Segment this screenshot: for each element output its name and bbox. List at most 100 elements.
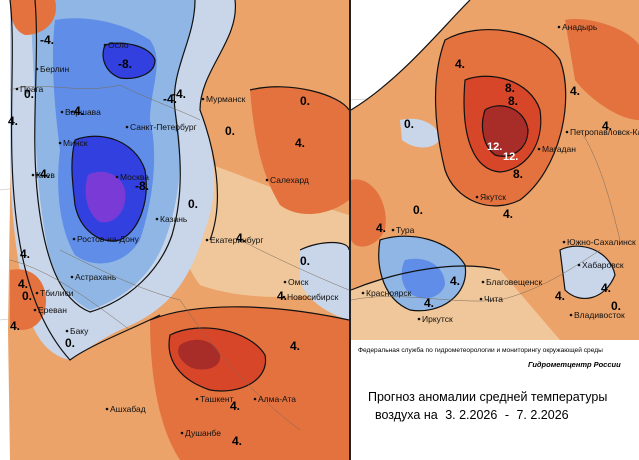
city-label: Якутск bbox=[480, 192, 506, 202]
isoline-label: 8. bbox=[508, 94, 518, 108]
city-label: Новосибирск bbox=[287, 292, 339, 302]
isoline-label: 4. bbox=[455, 57, 465, 71]
city-dot bbox=[537, 147, 541, 151]
city-label: Тбилиси bbox=[40, 288, 74, 298]
isoline-label: 0. bbox=[300, 254, 310, 268]
city-label: Мурманск bbox=[206, 94, 246, 104]
isoline-label: 8. bbox=[513, 167, 523, 181]
city-label: Тура bbox=[396, 225, 415, 235]
city-label: Баку bbox=[70, 326, 89, 336]
isoline-label: 4. bbox=[570, 84, 580, 98]
city-dot bbox=[33, 308, 37, 312]
city-dot bbox=[253, 397, 257, 401]
isoline-label: 4. bbox=[602, 119, 612, 133]
city-dot bbox=[475, 195, 479, 199]
isoline-label: 0. bbox=[65, 336, 75, 350]
city-label: Хабаровск bbox=[582, 260, 624, 270]
city-label: Ташкент bbox=[200, 394, 234, 404]
city-dot bbox=[265, 178, 269, 182]
isoline-label: -4. bbox=[40, 33, 54, 47]
city-dot bbox=[569, 313, 573, 317]
isoline-label: 8. bbox=[505, 81, 515, 95]
center-name: Гидрометцентр России bbox=[528, 360, 621, 369]
isoline-label: 4. bbox=[232, 434, 242, 448]
isoline-label: 4. bbox=[290, 339, 300, 353]
isoline-label: 0. bbox=[300, 94, 310, 108]
city-label: Варшава bbox=[65, 107, 101, 117]
city-label: Казань bbox=[160, 214, 188, 224]
title-prefix: воздуха на bbox=[375, 408, 438, 422]
city-dot bbox=[58, 141, 62, 145]
city-dot bbox=[481, 280, 485, 284]
east-borders bbox=[350, 129, 621, 302]
city-label: Благовещенск bbox=[486, 277, 543, 287]
isoline-label: 4. bbox=[601, 281, 611, 295]
isoline-label: -8. bbox=[135, 179, 149, 193]
west-warm-core bbox=[178, 339, 221, 370]
east-warm-core bbox=[482, 105, 528, 157]
city-label: Чита bbox=[484, 294, 503, 304]
isoline-label: 12. bbox=[487, 141, 502, 153]
city-dot bbox=[35, 67, 39, 71]
city-dot bbox=[205, 238, 209, 242]
city-label: Минск bbox=[63, 138, 88, 148]
city-dot bbox=[417, 317, 421, 321]
city-dot bbox=[201, 97, 205, 101]
city-label: Прага bbox=[20, 84, 43, 94]
city-dot bbox=[103, 43, 107, 47]
isoline-label: 0. bbox=[24, 87, 34, 101]
city-dot bbox=[361, 291, 365, 295]
isoline-label: -8. bbox=[118, 57, 132, 71]
isoline-label: 0. bbox=[22, 289, 32, 303]
east-panel bbox=[350, 0, 639, 460]
west-pale-cold-east bbox=[300, 242, 349, 320]
city-dot bbox=[565, 130, 569, 134]
city-label: Владивосток bbox=[574, 310, 625, 320]
city-label: Душанбе bbox=[185, 428, 221, 438]
city-dot bbox=[70, 275, 74, 279]
city-label: Киев bbox=[36, 170, 55, 180]
date-to: 7. 2.2026 bbox=[516, 408, 569, 422]
footer-panel: Федеральная служба по гидрометеорологии … bbox=[352, 340, 639, 460]
west-contours bbox=[9, 0, 350, 392]
isoline-label: 4. bbox=[295, 136, 305, 150]
city-dot bbox=[282, 295, 286, 299]
city-label: Красноярск bbox=[366, 288, 412, 298]
city-dot bbox=[557, 25, 561, 29]
isoline-label: -4. bbox=[163, 92, 177, 106]
forecast-title: Прогноз аномалии средней температуры bbox=[368, 390, 608, 404]
city-dot bbox=[562, 240, 566, 244]
date-from: 3. 2.2026 bbox=[445, 408, 498, 422]
city-label: Южно-Сахалинск bbox=[567, 237, 636, 247]
west-warm-siberia bbox=[250, 86, 349, 215]
city-label: Петропавловск-Камчатский bbox=[570, 127, 639, 137]
west-warm-caucasus bbox=[10, 269, 46, 330]
isoline-label: 0. bbox=[404, 117, 414, 131]
isoline-label: 4. bbox=[376, 221, 386, 235]
city-label: Ереван bbox=[38, 305, 67, 315]
city-dot bbox=[31, 173, 35, 177]
city-dot bbox=[60, 110, 64, 114]
isoline-label: 4. bbox=[424, 296, 434, 310]
west-core-cold bbox=[85, 171, 126, 223]
isoline-label: 4. bbox=[8, 114, 18, 128]
isoline-label: 4. bbox=[10, 319, 20, 333]
city-label: Берлин bbox=[40, 64, 69, 74]
isoline-label: 12. bbox=[503, 151, 518, 163]
isoline-label: -4. bbox=[36, 167, 50, 181]
date-dash: - bbox=[504, 408, 509, 422]
isoline-label: 4. bbox=[230, 399, 240, 413]
city-dot bbox=[35, 291, 39, 295]
east-warm-west bbox=[351, 179, 386, 247]
city-label: Магадан bbox=[542, 144, 576, 154]
isoline-label: 0. bbox=[611, 299, 621, 313]
isoline-label: 4. bbox=[503, 207, 513, 221]
isoline-label: 0. bbox=[188, 197, 198, 211]
isoline-label: 4. bbox=[277, 289, 287, 303]
city-dot bbox=[65, 329, 69, 333]
city-label: Иркутск bbox=[422, 314, 453, 324]
east-pale-cold bbox=[400, 118, 440, 148]
isoline-label: 0. bbox=[225, 124, 235, 138]
